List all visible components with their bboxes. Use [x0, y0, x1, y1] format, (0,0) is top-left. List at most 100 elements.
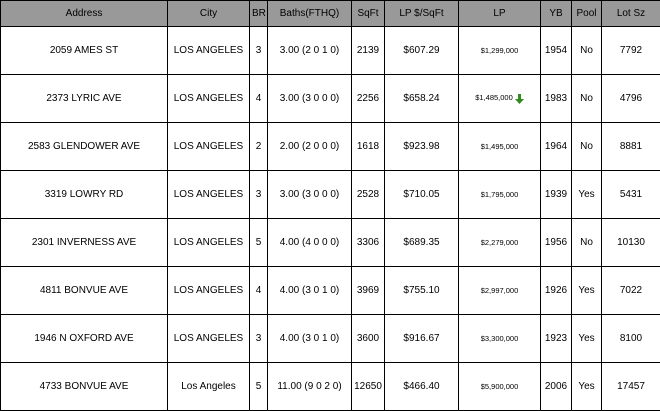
cell-city: LOS ANGELES — [168, 267, 250, 315]
cell-bedrooms: 4 — [250, 75, 268, 123]
cell-lot-size-text: 17457 — [617, 381, 645, 392]
cell-bedrooms-text: 5 — [256, 237, 262, 248]
cell-address-text: 4733 BONVUE AVE — [40, 381, 129, 392]
cell-lp-per-sqft: $923.98 — [385, 123, 459, 171]
cell-lp-per-sqft-text: $916.67 — [403, 333, 439, 344]
cell-address: 2301 INVERNESS AVE — [1, 219, 168, 267]
cell-list-price: $5,900,000 — [459, 363, 541, 411]
cell-sqft: 3600 — [352, 315, 385, 363]
column-header-pool[interactable]: Pool — [572, 1, 602, 27]
cell-city: LOS ANGELES — [168, 171, 250, 219]
column-header-lp-per-sqft[interactable]: LP $/SqFt — [385, 1, 459, 27]
column-header-yb[interactable]: YB — [541, 1, 572, 27]
cell-baths: 4.00 (3 0 1 0) — [268, 267, 352, 315]
cell-year-built: 1954 — [541, 27, 572, 75]
cell-sqft-text: 2256 — [357, 93, 379, 104]
cell-baths: 3.00 (2 0 1 0) — [268, 27, 352, 75]
cell-lp-per-sqft-text: $689.35 — [403, 237, 439, 248]
cell-list-price-text: $1,299,000 — [481, 46, 519, 55]
cell-address-text: 2301 INVERNESS AVE — [32, 237, 136, 248]
cell-lp-per-sqft: $710.05 — [385, 171, 459, 219]
cell-lot-size-text: 7792 — [620, 45, 642, 56]
cell-list-price-text: $3,300,000 — [481, 334, 519, 343]
cell-lot-size: 7792 — [602, 27, 660, 75]
cell-lot-size: 10130 — [602, 219, 660, 267]
cell-pool: Yes — [572, 363, 602, 411]
cell-address-text: 2583 GLENDOWER AVE — [28, 141, 140, 152]
column-header-lp[interactable]: LP — [459, 1, 541, 27]
cell-lp-per-sqft-text: $607.29 — [403, 45, 439, 56]
cell-year-built-text: 2006 — [545, 381, 567, 392]
cell-sqft-text: 2139 — [357, 45, 379, 56]
cell-lot-size-text: 5431 — [620, 189, 642, 200]
cell-baths: 11.00 (9 0 2 0) — [268, 363, 352, 411]
cell-city: LOS ANGELES — [168, 123, 250, 171]
cell-city-text: Los Angeles — [181, 381, 236, 392]
cell-lp-per-sqft: $916.67 — [385, 315, 459, 363]
cell-sqft: 2139 — [352, 27, 385, 75]
cell-lp-per-sqft: $658.24 — [385, 75, 459, 123]
cell-baths-text: 4.00 (4 0 0 0) — [280, 237, 339, 248]
cell-year-built: 1923 — [541, 315, 572, 363]
cell-bedrooms-text: 2 — [256, 141, 262, 152]
cell-lp-per-sqft-text: $923.98 — [403, 141, 439, 152]
cell-lp-per-sqft: $466.40 — [385, 363, 459, 411]
cell-pool: Yes — [572, 171, 602, 219]
cell-bedrooms-text: 4 — [256, 93, 262, 104]
cell-lot-size-text: 4796 — [620, 93, 642, 104]
cell-year-built: 1926 — [541, 267, 572, 315]
column-header-baths[interactable]: Baths(FTHQ) — [268, 1, 352, 27]
cell-year-built-text: 1939 — [545, 189, 567, 200]
cell-bedrooms-text: 3 — [256, 333, 262, 344]
cell-baths: 4.00 (4 0 0 0) — [268, 219, 352, 267]
cell-address: 2373 LYRIC AVE — [1, 75, 168, 123]
cell-city: LOS ANGELES — [168, 75, 250, 123]
cell-address: 1946 N OXFORD AVE — [1, 315, 168, 363]
cell-pool: No — [572, 75, 602, 123]
cell-sqft: 2528 — [352, 171, 385, 219]
cell-baths-text: 3.00 (3 0 0 0) — [280, 189, 339, 200]
column-header-city[interactable]: City — [168, 1, 250, 27]
cell-sqft: 3969 — [352, 267, 385, 315]
cell-lp-per-sqft-text: $466.40 — [403, 381, 439, 392]
cell-pool-text: Yes — [578, 189, 594, 200]
cell-address: 2583 GLENDOWER AVE — [1, 123, 168, 171]
cell-baths: 3.00 (3 0 0 0) — [268, 75, 352, 123]
cell-sqft-text: 3600 — [357, 333, 379, 344]
column-header-address[interactable]: Address — [1, 1, 168, 27]
cell-city-text: LOS ANGELES — [174, 45, 243, 56]
cell-year-built: 2006 — [541, 363, 572, 411]
cell-bedrooms-text: 4 — [256, 285, 262, 296]
cell-bedrooms: 3 — [250, 27, 268, 75]
cell-bedrooms-text: 3 — [256, 45, 262, 56]
cell-pool: Yes — [572, 315, 602, 363]
column-header-br[interactable]: BR — [250, 1, 268, 27]
cell-bedrooms: 3 — [250, 315, 268, 363]
column-header-lot-size[interactable]: Lot Sz — [602, 1, 660, 27]
cell-bedrooms: 3 — [250, 171, 268, 219]
cell-lot-size: 5431 — [602, 171, 660, 219]
cell-list-price-text: $1,795,000 — [481, 190, 519, 199]
cell-year-built-text: 1923 — [545, 333, 567, 344]
cell-lot-size: 8100 — [602, 315, 660, 363]
cell-city-text: LOS ANGELES — [174, 333, 243, 344]
cell-baths-text: 11.00 (9 0 2 0) — [277, 381, 341, 392]
column-header-sqft[interactable]: SqFt — [352, 1, 385, 27]
cell-list-price-text: $2,997,000 — [481, 286, 519, 295]
cell-pool-text: Yes — [578, 333, 594, 344]
cell-lot-size-text: 7022 — [620, 285, 642, 296]
cell-lot-size-text: 8881 — [620, 141, 642, 152]
cell-sqft-text: 2528 — [357, 189, 379, 200]
cell-address: 4733 BONVUE AVE — [1, 363, 168, 411]
cell-sqft: 2256 — [352, 75, 385, 123]
cell-baths-text: 3.00 (2 0 1 0) — [280, 45, 339, 56]
